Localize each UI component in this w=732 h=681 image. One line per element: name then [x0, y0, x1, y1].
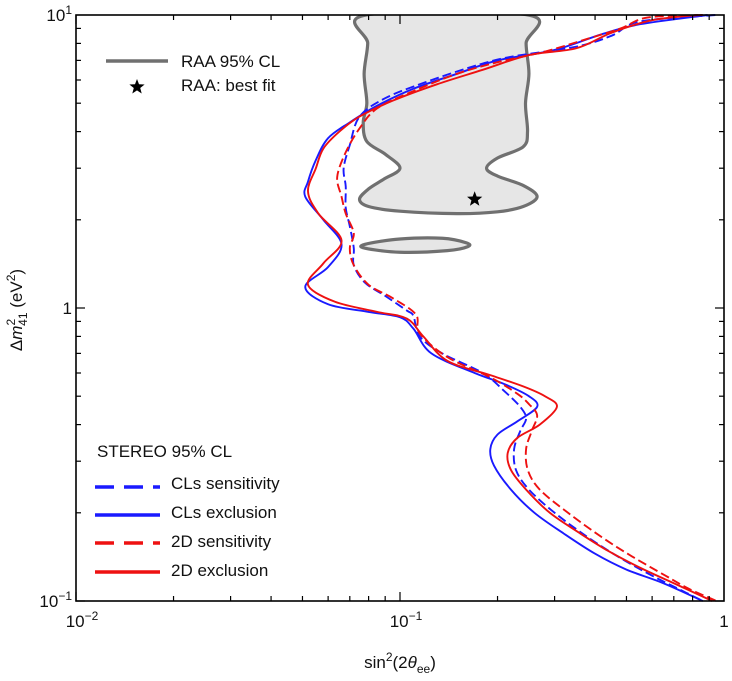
x-axis-title-base: sin [364, 653, 386, 672]
y-axis-title-delta: Δ [7, 340, 26, 351]
series-curves [303, 14, 718, 602]
curve-cls-sensitivity [342, 14, 716, 602]
y-tick-label: 10−1 [39, 589, 72, 611]
minor-ticks [75, 15, 724, 602]
legend-cls-sensitivity-label: CLs sensitivity [171, 474, 280, 493]
legend-bottom: STEREO 95% CL CLs sensitivity CLs exclus… [95, 442, 280, 580]
raa-region-island [359, 236, 472, 254]
y-axis-title-unit-close: ) [7, 269, 26, 275]
legend-top: RAA 95% CL RAA: best fit [106, 52, 280, 95]
x-axis-title-open: (2 [393, 653, 408, 672]
x-tick-label: 1 [719, 612, 728, 631]
x-axis-title-theta: θ [408, 653, 418, 672]
y-axis-title-sup: 2 [4, 319, 18, 326]
x-axis-title: sin2(2θee) [364, 650, 436, 676]
legend-2d-sensitivity-label: 2D sensitivity [171, 532, 272, 551]
legend-raa-label: RAA 95% CL [181, 52, 280, 71]
curve-2d-sensitivity [336, 14, 718, 602]
y-axis-title-m: m [7, 326, 26, 340]
raa-best-fit-star [467, 191, 483, 206]
curve-2d-exclusion [306, 14, 713, 602]
legend-star-icon [129, 79, 145, 94]
y-axis-title-sub: 41 [16, 312, 30, 326]
x-tick-label: 10−1 [390, 609, 423, 631]
raa-region-main [353, 15, 542, 216]
curve-cls-exclusion [303, 14, 708, 602]
y-tick-label: 1 [63, 299, 72, 318]
legend-cls-exclusion-label: CLs exclusion [171, 503, 277, 522]
raa-regions [353, 15, 542, 254]
raa-best-fit-marker [467, 191, 483, 206]
legend-2d-exclusion-label: 2D exclusion [171, 561, 268, 580]
x-tick-label: 10−2 [66, 609, 99, 631]
legend-best-fit-label: RAA: best fit [181, 76, 276, 95]
x-axis-title-sub: ee [417, 662, 431, 676]
x-axis-title-sup: 2 [386, 650, 393, 664]
y-tick-label: 101 [46, 3, 72, 25]
x-axis-title-close: ) [430, 653, 436, 672]
y-axis-title-unit-sup: 2 [4, 274, 18, 281]
y-axis-title-unit: (eV [7, 281, 26, 313]
y-axis-title: Δm241 (eV2) [4, 269, 30, 351]
legend-stereo-title: STEREO 95% CL [97, 442, 232, 461]
